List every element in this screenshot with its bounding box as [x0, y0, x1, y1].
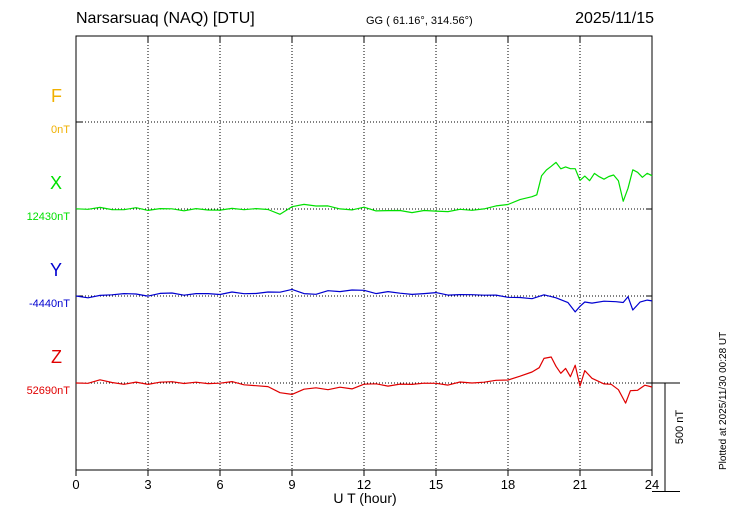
series-baseline-Z: 52690nT [26, 385, 70, 397]
x-tick-label: 24 [645, 477, 659, 492]
chart-date: 2025/11/15 [575, 10, 654, 27]
x-tick-label: 3 [144, 477, 151, 492]
traces [75, 161, 653, 404]
x-axis-ticks: 0 3 6 9 12 15 18 21 24 [72, 36, 659, 492]
plot-grid [76, 36, 652, 470]
x-tick-label: 12 [357, 477, 371, 492]
x-axis-label: U T (hour) [333, 490, 396, 506]
trace-Y [75, 288, 653, 313]
x-tick-label: 9 [288, 477, 295, 492]
series-label-X: X [49, 173, 62, 193]
x-tick-label: 15 [429, 477, 443, 492]
series-label-Y: Y [49, 260, 62, 280]
series-baseline-Y: -4440nT [29, 298, 70, 310]
x-tick-label: 0 [72, 477, 79, 492]
x-tick-label: 18 [501, 477, 515, 492]
plotted-timestamp: Plotted at 2025/11/30 00:28 UT [718, 331, 729, 470]
series-label-F: F [51, 86, 62, 106]
x-tick-label: 6 [216, 477, 223, 492]
series-baseline-F: 0nT [51, 124, 70, 136]
series-baseline-X: 12430nT [26, 211, 70, 223]
series-label-Z: Z [51, 347, 62, 367]
trace-X [75, 161, 653, 215]
scale-bar [652, 382, 680, 492]
trace-Z [75, 356, 653, 404]
scale-bar-label: 500 nT [674, 410, 686, 445]
geographic-coords: GG ( 61.16°, 314.56°) [366, 15, 473, 27]
x-tick-label: 21 [573, 477, 587, 492]
station-title: Narsarsuaq (NAQ) [DTU] [76, 10, 255, 27]
